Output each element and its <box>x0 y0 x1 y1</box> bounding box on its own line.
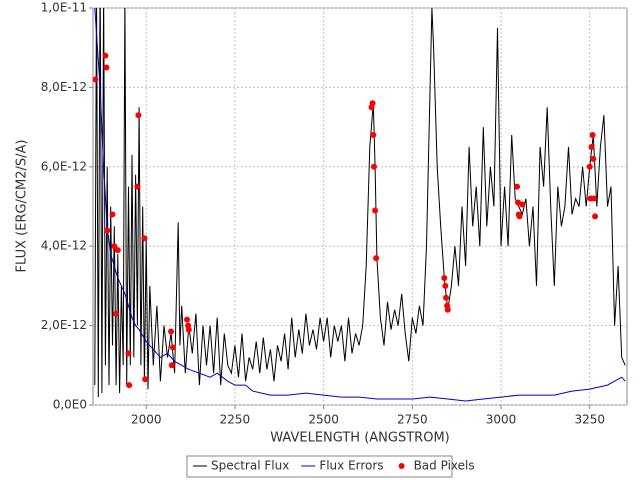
bad-pixel <box>369 100 376 107</box>
x-axis-label: WAVELENGTH (ANGSTROM) <box>270 431 449 446</box>
x-tick-label: 3250 <box>574 413 605 427</box>
bad-pixel <box>126 382 133 389</box>
legend-label: Bad Pixels <box>414 459 475 473</box>
legend <box>186 455 453 478</box>
bad-pixel <box>135 112 142 119</box>
bad-pixel <box>519 201 526 208</box>
y-tick-label: 4,0E-12 <box>41 239 87 253</box>
bad-pixel <box>443 294 450 301</box>
bad-pixel <box>441 274 448 281</box>
y-tick-label: 1,0E-11 <box>41 1 87 15</box>
bad-pixel <box>169 344 176 351</box>
bad-pixel <box>141 235 148 242</box>
bad-pixel <box>442 282 449 289</box>
x-tick-label: 3000 <box>486 413 517 427</box>
bad-pixel <box>111 243 118 250</box>
bad-pixel <box>103 64 110 71</box>
bad-pixel <box>514 183 521 190</box>
bad-pixel <box>185 326 192 333</box>
bad-pixel <box>184 316 191 323</box>
y-tick-label: 0,0E0 <box>53 398 87 412</box>
series-line <box>94 8 626 398</box>
bad-pixel <box>373 255 380 262</box>
legend-label: Flux Errors <box>319 459 383 473</box>
bad-pixel <box>589 132 596 139</box>
bad-pixel <box>93 76 99 83</box>
legend-marker <box>398 463 405 469</box>
x-tick-label: 2750 <box>397 413 428 427</box>
y-axis-label: FLUX (ERG/CM2/S/A) <box>15 140 30 273</box>
bad-pixel <box>168 362 175 369</box>
bad-pixel <box>102 52 109 59</box>
y-tick-label: 8,0E-12 <box>41 80 87 94</box>
x-tick-label: 2500 <box>308 413 339 427</box>
series-line <box>94 8 626 402</box>
bad-pixel <box>586 163 593 170</box>
plot-layer <box>93 8 626 402</box>
y-tick-label: 2,0E-12 <box>41 318 87 332</box>
bad-pixel <box>588 143 595 150</box>
bad-pixel <box>109 211 116 218</box>
bad-pixel <box>592 213 599 220</box>
bad-pixel <box>113 310 120 317</box>
bad-pixel <box>590 155 597 162</box>
bad-pixel <box>168 328 175 335</box>
bad-pixel <box>114 247 121 254</box>
bad-pixel <box>104 227 111 234</box>
bad-pixel <box>134 183 141 190</box>
x-tick-label: 2250 <box>220 413 251 427</box>
bad-pixel <box>372 207 379 214</box>
bad-pixel <box>444 306 451 313</box>
legend-label: Spectral Flux <box>211 459 289 473</box>
bad-pixel <box>142 376 149 383</box>
bad-pixel <box>516 213 523 220</box>
bad-pixel <box>371 163 378 170</box>
bad-pixel <box>125 350 132 357</box>
bad-pixel <box>591 195 598 202</box>
x-tick-label: 2000 <box>131 413 162 427</box>
y-tick-label: 6,0E-12 <box>41 159 87 173</box>
bad-pixel <box>370 132 377 139</box>
